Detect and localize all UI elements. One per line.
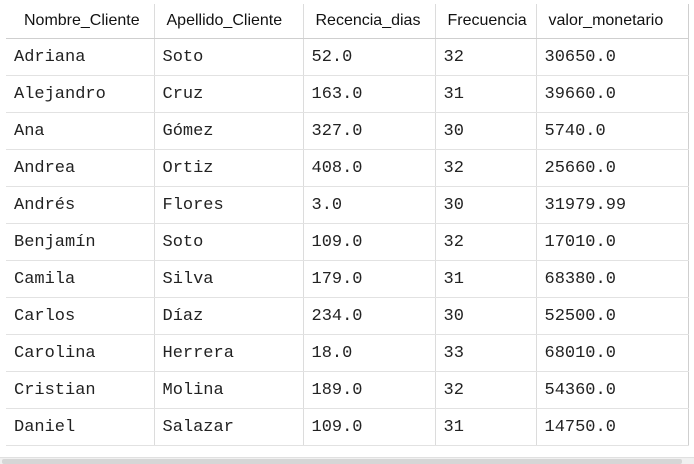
table-row[interactable]: Benjamín Soto 109.0 32 17010.0 bbox=[6, 223, 689, 261]
cell-apellido-cliente[interactable]: Soto bbox=[154, 38, 304, 76]
cell-nombre-cliente[interactable]: Carlos bbox=[6, 297, 155, 335]
cell-nombre-cliente[interactable]: Camila bbox=[6, 260, 155, 298]
cell-apellido-cliente[interactable]: Silva bbox=[154, 260, 304, 298]
cell-valor-monetario[interactable]: 25660.0 bbox=[536, 149, 689, 187]
table-row[interactable]: Adriana Soto 52.0 32 30650.0 bbox=[6, 38, 689, 76]
cell-frecuencia[interactable]: 32 bbox=[435, 223, 537, 261]
cell-nombre-cliente[interactable]: Andrés bbox=[6, 186, 155, 224]
cell-nombre-cliente[interactable]: Carolina bbox=[6, 334, 155, 372]
cell-apellido-cliente[interactable]: Cruz bbox=[154, 75, 304, 113]
scrollbar-thumb[interactable] bbox=[2, 459, 682, 464]
cell-frecuencia[interactable]: 32 bbox=[435, 38, 537, 76]
cell-apellido-cliente[interactable]: Díaz bbox=[154, 297, 304, 335]
cell-valor-monetario[interactable]: 17010.0 bbox=[536, 223, 689, 261]
cell-frecuencia[interactable]: 31 bbox=[435, 75, 537, 113]
cell-apellido-cliente[interactable]: Ortiz bbox=[154, 149, 304, 187]
cell-nombre-cliente[interactable]: Ana bbox=[6, 112, 155, 150]
cell-valor-monetario[interactable]: 31979.99 bbox=[536, 186, 689, 224]
cell-nombre-cliente[interactable]: Andrea bbox=[6, 149, 155, 187]
cell-frecuencia[interactable]: 30 bbox=[435, 186, 537, 224]
cell-apellido-cliente[interactable]: Soto bbox=[154, 223, 304, 261]
cell-nombre-cliente[interactable]: Alejandro bbox=[6, 75, 155, 113]
cell-recencia-dias[interactable]: 18.0 bbox=[303, 334, 436, 372]
table-row[interactable]: Daniel Salazar 109.0 31 14750.0 bbox=[6, 408, 689, 446]
column-header-recencia-dias[interactable]: Recencia_dias bbox=[303, 4, 436, 39]
cell-nombre-cliente[interactable]: Daniel bbox=[6, 408, 155, 446]
cell-valor-monetario[interactable]: 54360.0 bbox=[536, 371, 689, 409]
cell-recencia-dias[interactable]: 408.0 bbox=[303, 149, 436, 187]
cell-recencia-dias[interactable]: 52.0 bbox=[303, 38, 436, 76]
column-header-frecuencia[interactable]: Frecuencia bbox=[435, 4, 537, 39]
header-row: Nombre_Cliente Apellido_Cliente Recencia… bbox=[6, 4, 689, 39]
cell-valor-monetario[interactable]: 5740.0 bbox=[536, 112, 689, 150]
cell-nombre-cliente[interactable]: Benjamín bbox=[6, 223, 155, 261]
cell-valor-monetario[interactable]: 52500.0 bbox=[536, 297, 689, 335]
cell-valor-monetario[interactable]: 39660.0 bbox=[536, 75, 689, 113]
column-header-apellido-cliente[interactable]: Apellido_Cliente bbox=[154, 4, 304, 39]
cell-valor-monetario[interactable]: 30650.0 bbox=[536, 38, 689, 76]
table-row[interactable]: Andrés Flores 3.0 30 31979.99 bbox=[6, 186, 689, 224]
cell-frecuencia[interactable]: 33 bbox=[435, 334, 537, 372]
table-row[interactable]: Andrea Ortiz 408.0 32 25660.0 bbox=[6, 149, 689, 187]
cell-recencia-dias[interactable]: 234.0 bbox=[303, 297, 436, 335]
table-row[interactable]: Carlos Díaz 234.0 30 52500.0 bbox=[6, 297, 689, 335]
cell-frecuencia[interactable]: 32 bbox=[435, 371, 537, 409]
table-row[interactable]: Carolina Herrera 18.0 33 68010.0 bbox=[6, 334, 689, 372]
cell-nombre-cliente[interactable]: Adriana bbox=[6, 38, 155, 76]
table-row[interactable]: Cristian Molina 189.0 32 54360.0 bbox=[6, 371, 689, 409]
cell-apellido-cliente[interactable]: Gómez bbox=[154, 112, 304, 150]
cell-apellido-cliente[interactable]: Herrera bbox=[154, 334, 304, 372]
cell-apellido-cliente[interactable]: Salazar bbox=[154, 408, 304, 446]
cell-frecuencia[interactable]: 31 bbox=[435, 260, 537, 298]
table-row[interactable]: Camila Silva 179.0 31 68380.0 bbox=[6, 260, 689, 298]
cell-apellido-cliente[interactable]: Molina bbox=[154, 371, 304, 409]
cell-apellido-cliente[interactable]: Flores bbox=[154, 186, 304, 224]
cell-recencia-dias[interactable]: 327.0 bbox=[303, 112, 436, 150]
cell-recencia-dias[interactable]: 163.0 bbox=[303, 75, 436, 113]
column-header-nombre-cliente[interactable]: Nombre_Cliente bbox=[6, 4, 155, 39]
horizontal-scrollbar[interactable] bbox=[0, 457, 694, 464]
cell-nombre-cliente[interactable]: Cristian bbox=[6, 371, 155, 409]
cell-valor-monetario[interactable]: 14750.0 bbox=[536, 408, 689, 446]
column-header-valor-monetario[interactable]: valor_monetario bbox=[536, 4, 689, 39]
cell-frecuencia[interactable]: 30 bbox=[435, 112, 537, 150]
cell-recencia-dias[interactable]: 3.0 bbox=[303, 186, 436, 224]
cell-valor-monetario[interactable]: 68010.0 bbox=[536, 334, 689, 372]
table-row[interactable]: Ana Gómez 327.0 30 5740.0 bbox=[6, 112, 689, 150]
cell-frecuencia[interactable]: 31 bbox=[435, 408, 537, 446]
table-row[interactable]: Alejandro Cruz 163.0 31 39660.0 bbox=[6, 75, 689, 113]
cell-recencia-dias[interactable]: 109.0 bbox=[303, 408, 436, 446]
results-table: Nombre_Cliente Apellido_Cliente Recencia… bbox=[6, 4, 689, 446]
cell-frecuencia[interactable]: 30 bbox=[435, 297, 537, 335]
cell-recencia-dias[interactable]: 109.0 bbox=[303, 223, 436, 261]
cell-frecuencia[interactable]: 32 bbox=[435, 149, 537, 187]
cell-recencia-dias[interactable]: 179.0 bbox=[303, 260, 436, 298]
cell-recencia-dias[interactable]: 189.0 bbox=[303, 371, 436, 409]
cell-valor-monetario[interactable]: 68380.0 bbox=[536, 260, 689, 298]
